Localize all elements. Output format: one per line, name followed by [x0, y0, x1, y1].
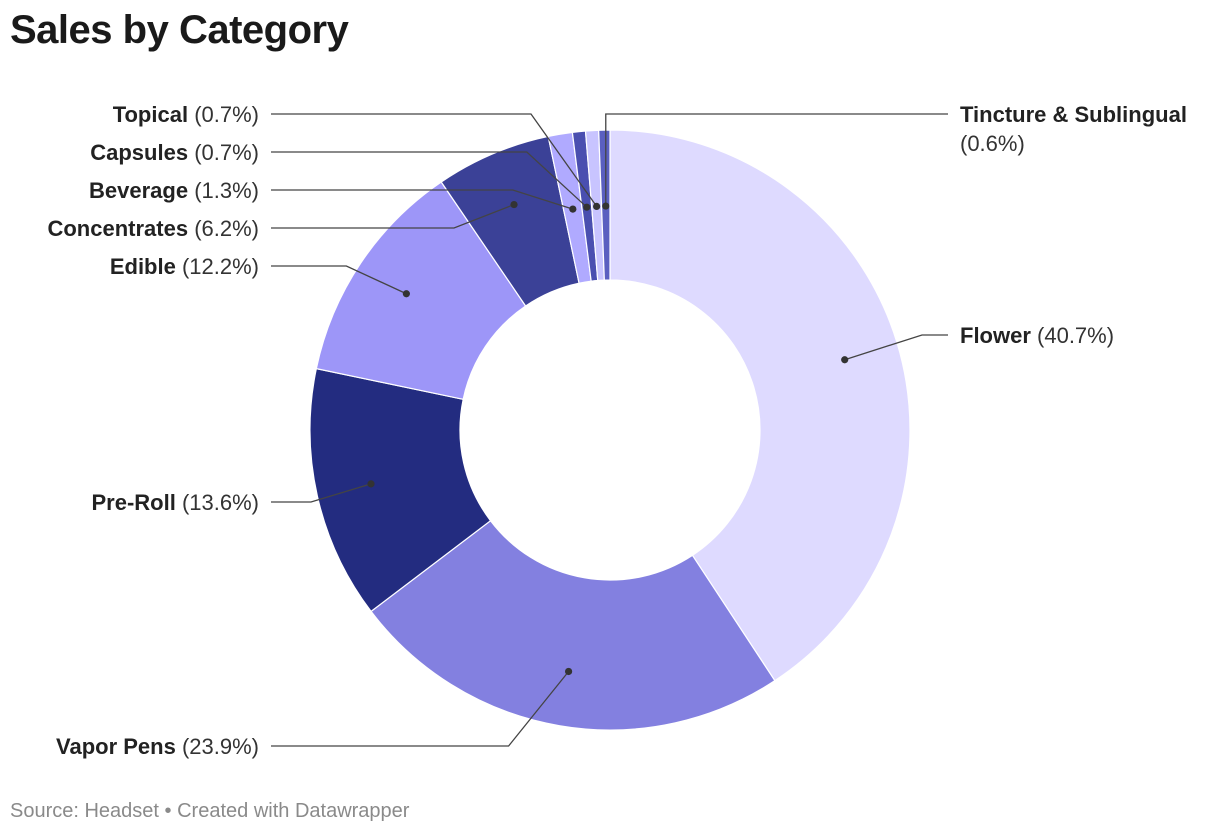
- leader-line-topical: [271, 113, 598, 207]
- anchor-dot-topical: [593, 202, 601, 210]
- source-text: Source: Headset: [10, 800, 159, 822]
- label-name: Pre-Roll: [91, 490, 175, 515]
- label-pre-roll: Pre-Roll (13.6%): [91, 490, 259, 515]
- anchor-dot-capsules: [583, 203, 591, 211]
- footer-separator: •: [158, 800, 178, 822]
- leader-line-capsules: [271, 151, 588, 208]
- chart-title: Sales by Category: [10, 8, 349, 52]
- label-name: Vapor Pens: [56, 734, 176, 759]
- leader-line-beverage: [271, 189, 574, 210]
- label-percent: (12.2%): [176, 254, 259, 279]
- label-name: Topical: [113, 102, 188, 127]
- anchor-dot-flower: [841, 356, 849, 364]
- slice-pre-roll[interactable]: [309, 367, 492, 613]
- slice-flower[interactable]: [609, 129, 911, 682]
- slice-vapor-pens[interactable]: [370, 519, 776, 731]
- anchor-dot-beverage: [569, 205, 577, 213]
- anchor-dot-edible: [402, 290, 410, 298]
- label-vapor-pens: Vapor Pens (23.9%): [56, 734, 259, 759]
- leader-line-flower: [844, 334, 948, 361]
- credit-link[interactable]: Created with Datawrapper: [177, 800, 410, 822]
- leader-line-edible: [271, 265, 407, 295]
- label-percent: (0.7%): [188, 102, 259, 127]
- label-percent: (13.6%): [176, 490, 259, 515]
- label-name: Capsules: [90, 140, 188, 165]
- label-percent: (0.7%): [188, 140, 259, 165]
- label-percent: (1.3%): [188, 178, 259, 203]
- anchor-dot-concentrates: [510, 200, 518, 209]
- label-edible: Edible (12.2%): [110, 254, 259, 279]
- label-percent: (0.6%): [960, 131, 1025, 156]
- label-topical: Topical (0.7%): [113, 102, 259, 127]
- leader-line-concentrates: [271, 203, 515, 229]
- label-name: Beverage: [89, 178, 188, 203]
- label-flower: Flower (40.7%): [960, 323, 1114, 348]
- label-concentrates: Concentrates (6.2%): [47, 216, 259, 241]
- label-name: Concentrates: [47, 216, 188, 241]
- leader-line-pre-roll: [271, 483, 372, 503]
- label-percent: (40.7%): [1031, 323, 1114, 348]
- label-percent: (6.2%): [188, 216, 259, 241]
- label-name: Flower: [960, 323, 1031, 348]
- anchor-dot-tincture-sublingual: [602, 202, 610, 210]
- label-tincture-sublingual: Tincture & Sublingual (0.6%): [960, 102, 1187, 156]
- leader-line-tincture-sublingual: [605, 113, 948, 207]
- anchor-dot-vapor-pens: [564, 667, 573, 676]
- label-capsules: Capsules (0.7%): [90, 140, 259, 165]
- label-name: Edible: [110, 254, 176, 279]
- leader-line-vapor-pens: [271, 671, 570, 747]
- footer: Source: Headset • Created with Datawrapp…: [10, 800, 409, 823]
- label-percent: (23.9%): [176, 734, 259, 759]
- label-name: Tincture & Sublingual: [960, 102, 1187, 127]
- anchor-dot-pre-roll: [367, 480, 375, 488]
- label-beverage: Beverage (1.3%): [89, 178, 259, 203]
